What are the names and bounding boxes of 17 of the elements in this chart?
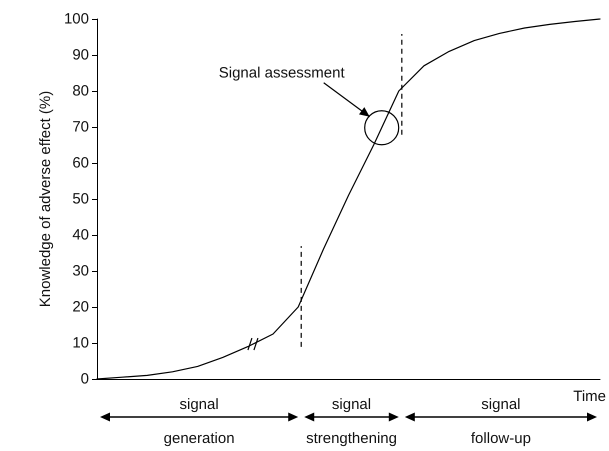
y-tick-label: 20 (72, 298, 89, 316)
y-tick-label: 90 (72, 46, 89, 64)
text: signal generation (164, 396, 235, 447)
text: signal follow-up (470, 396, 531, 447)
y-tick-label: 40 (72, 226, 89, 244)
y-tick-label: 10 (72, 334, 89, 352)
y-axis-title: Knowledge of adverse effect (%) (37, 90, 54, 308)
y-tick-label: 50 (72, 190, 89, 208)
text: signal strengthening (306, 396, 397, 447)
y-tick-label: 0 (80, 370, 89, 388)
y-tick-label: 70 (72, 118, 89, 136)
y-tick-label: 100 (64, 10, 89, 28)
y-tick-label: 60 (72, 154, 89, 172)
annotation: Signal assessment (218, 64, 346, 82)
y-tick-label: 30 (72, 262, 89, 280)
x-axis-title: Time (573, 388, 606, 405)
y-tick-label: 80 (72, 82, 89, 100)
